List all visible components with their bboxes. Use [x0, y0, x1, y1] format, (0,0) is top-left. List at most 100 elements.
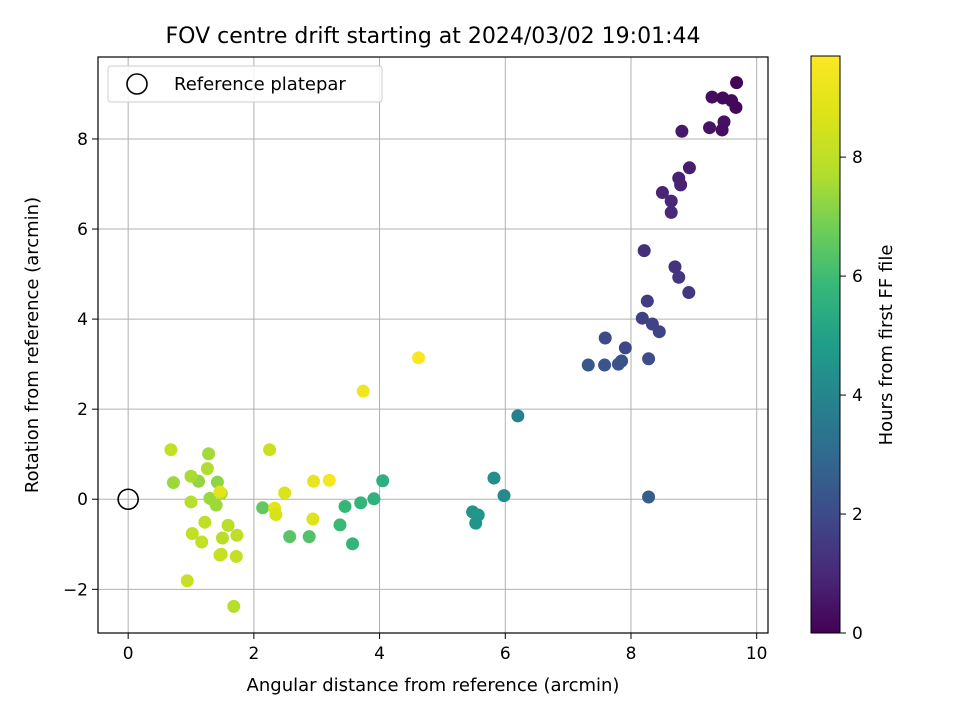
data-point: [664, 205, 678, 219]
data-point: [185, 526, 199, 540]
x-axis-label: Angular distance from reference (arcmin): [247, 675, 620, 696]
data-point: [642, 490, 656, 504]
data-point: [166, 476, 180, 490]
data-point: [184, 495, 198, 509]
data-point: [705, 90, 719, 104]
y-tick-label: 8: [77, 130, 88, 150]
data-point: [354, 496, 368, 510]
plot-area: [98, 57, 768, 633]
data-point: [221, 518, 235, 532]
data-point: [715, 123, 729, 137]
data-point: [376, 474, 390, 488]
colorbar: 0 2 4 6 8 Hours from first FF file: [810, 55, 897, 644]
x-tick-label: 2: [248, 644, 259, 664]
data-point: [322, 473, 336, 487]
data-point: [195, 535, 209, 549]
data-point: [302, 530, 316, 544]
chart-title: FOV centre drift starting at 2024/03/02 …: [166, 24, 701, 49]
data-point: [230, 528, 244, 542]
data-point: [227, 599, 241, 613]
data-points: [164, 76, 744, 613]
data-point: [469, 516, 483, 530]
plot-frame: [97, 56, 769, 634]
data-point: [730, 76, 744, 90]
data-point: [200, 462, 214, 476]
x-tick-label: 6: [500, 644, 511, 664]
data-point: [338, 499, 352, 513]
data-point: [278, 486, 292, 500]
colorbar-tick-label: 2: [852, 505, 863, 525]
data-point: [672, 270, 686, 284]
y-axis-label: Rotation from reference (arcmin): [22, 197, 43, 493]
data-point: [682, 286, 696, 300]
data-point: [642, 352, 656, 366]
data-point: [184, 469, 198, 483]
data-point: [487, 471, 501, 485]
y-tick-label: −2: [63, 580, 88, 600]
data-point: [598, 331, 612, 345]
data-point: [640, 294, 654, 308]
x-tick-label: 10: [746, 644, 768, 664]
data-point: [674, 178, 688, 192]
data-point: [664, 194, 678, 208]
x-tick-label: 8: [626, 644, 637, 664]
data-point: [333, 518, 347, 532]
y-tick-label: 2: [77, 400, 88, 420]
data-point: [213, 485, 227, 499]
data-point: [215, 531, 229, 545]
data-point: [655, 186, 669, 200]
data-point: [346, 537, 360, 551]
data-point: [180, 574, 194, 588]
legend-entry-label: Reference platepar: [174, 74, 346, 95]
data-point: [367, 492, 381, 506]
data-point: [412, 351, 426, 365]
data-point: [581, 358, 595, 372]
colorbar-ticks: 0 2 4 6 8: [840, 148, 863, 644]
x-tick-label: 4: [374, 644, 385, 664]
data-point: [598, 358, 612, 372]
colorbar-tick-label: 6: [852, 267, 863, 287]
data-point: [307, 474, 321, 488]
data-point: [729, 100, 743, 114]
colorbar-label: Hours from first FF file: [876, 245, 897, 446]
data-point: [675, 124, 689, 138]
data-point: [269, 508, 283, 522]
data-point: [635, 311, 649, 325]
data-point: [611, 357, 625, 371]
colorbar-tick-label: 8: [852, 148, 863, 168]
data-point: [283, 530, 297, 544]
data-point: [497, 489, 511, 503]
legend-marker: [126, 73, 148, 95]
data-point: [652, 325, 666, 339]
data-point: [668, 260, 682, 274]
data-point: [637, 244, 651, 258]
data-point: [229, 549, 243, 563]
data-point: [210, 475, 224, 489]
data-point: [511, 409, 525, 423]
data-point: [256, 501, 270, 515]
data-point: [213, 548, 227, 562]
colorbar-tick-label: 0: [852, 624, 863, 644]
data-point: [356, 384, 370, 398]
data-point: [164, 443, 178, 457]
data-point: [202, 447, 216, 461]
colorbar-tick-label: 4: [852, 386, 863, 406]
data-point: [198, 515, 212, 529]
reference-marker: [117, 488, 139, 511]
x-tick-label: 0: [123, 644, 134, 664]
y-tick-label: 0: [77, 490, 88, 510]
data-point: [703, 121, 717, 135]
data-point: [682, 161, 696, 175]
legend: Reference platepar: [107, 65, 383, 103]
x-ticks: 0 2 4 6 8 10: [123, 633, 768, 664]
y-tick-label: 4: [77, 310, 88, 330]
legend-box: [107, 65, 383, 103]
y-tick-label: 6: [77, 220, 88, 240]
data-point: [263, 443, 277, 457]
y-ticks: −2 0 2 4 6 8: [63, 130, 98, 600]
colorbar-gradient: [810, 55, 841, 634]
data-point: [209, 498, 223, 512]
data-point: [306, 512, 320, 526]
data-point: [618, 341, 632, 355]
